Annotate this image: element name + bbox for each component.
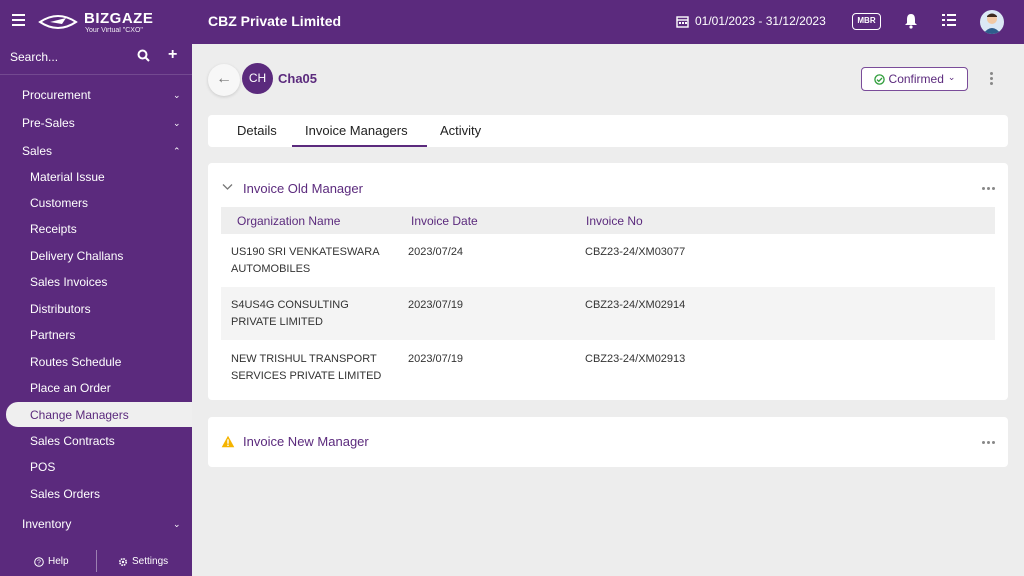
org-name-cell: US190 SRI VENKATESWARA AUTOMOBILES	[231, 246, 379, 275]
sidebar-item-customers[interactable]: Customers	[30, 196, 89, 210]
warning-icon	[221, 435, 235, 448]
help-icon: ?	[34, 556, 44, 567]
more-options-icon[interactable]	[982, 441, 995, 444]
sidebar-item-pre-sales[interactable]: Pre-Sales	[22, 116, 75, 130]
invoice-date-cell: 2023/07/19	[408, 299, 464, 311]
invoice-date-cell: 2023/07/24	[408, 246, 464, 258]
brand-name: BIZGAZE	[84, 10, 154, 27]
divider	[0, 74, 192, 75]
svg-text:?: ?	[37, 559, 41, 566]
chevron-up-icon[interactable]: ⌃	[173, 146, 181, 156]
chevron-down-icon: ⌄	[947, 72, 956, 82]
tab-invoice-managers[interactable]: Invoice Managers	[305, 123, 408, 138]
sidebar-search-input[interactable]: Search...	[10, 50, 59, 64]
sidebar-item-material-issue[interactable]: Material Issue	[30, 170, 105, 184]
arrow-left-icon: ←	[216, 70, 232, 87]
column-header[interactable]: Invoice Date	[411, 214, 478, 228]
tab-details[interactable]: Details	[237, 123, 277, 138]
more-options-icon[interactable]	[982, 187, 995, 190]
mbr-badge[interactable]: MBR	[852, 13, 881, 30]
column-header[interactable]: Organization Name	[237, 214, 341, 228]
add-icon[interactable]: +	[168, 46, 178, 63]
sidebar-item-sales[interactable]: Sales	[22, 144, 53, 158]
active-item-highlight	[6, 402, 192, 427]
sidebar-item-procurement[interactable]: Procurement	[22, 88, 91, 102]
gear-icon	[118, 557, 128, 566]
settings-link[interactable]: Settings	[118, 556, 168, 567]
sidebar-item-sales-orders[interactable]: Sales Orders	[30, 487, 101, 501]
help-label: Help	[48, 556, 69, 567]
logo-mark-icon	[38, 15, 78, 29]
bell-icon[interactable]	[904, 13, 918, 29]
date-range-picker[interactable]: 01/01/2023 - 31/12/2023	[676, 14, 826, 28]
sidebar-item-sales-invoices[interactable]: Sales Invoices	[30, 275, 108, 289]
chevron-down-icon[interactable]	[222, 183, 233, 191]
invoice-no-cell: CBZ23-24/XM02914	[585, 299, 686, 311]
chevron-down-icon[interactable]: ⌄	[173, 90, 181, 100]
sidebar-item-sales-contracts[interactable]: Sales Contracts	[30, 434, 115, 448]
user-icon	[983, 13, 1001, 34]
invoice-date-cell: 2023/07/19	[408, 353, 464, 365]
sidebar-item-change-managers[interactable]: Change Managers	[30, 408, 129, 422]
chevron-down-icon[interactable]: ⌄	[173, 519, 181, 529]
menu-icon[interactable]	[12, 14, 25, 28]
sidebar: Search... + Procurement ⌄ Pre-Sales ⌄ Sa…	[0, 44, 192, 576]
old-manager-title[interactable]: Invoice Old Manager	[243, 181, 363, 196]
sidebar-item-pos[interactable]: POS	[30, 460, 56, 474]
check-circle-icon	[873, 73, 885, 85]
sidebar-footer: ? Help Settings	[0, 548, 192, 576]
search-icon[interactable]	[137, 49, 150, 62]
calendar-icon	[676, 15, 689, 28]
user-avatar[interactable]	[980, 10, 1004, 34]
tab-activity[interactable]: Activity	[440, 123, 482, 138]
status-label: Confirmed	[888, 72, 944, 86]
table-row[interactable]: US190 SRI VENKATESWARA AUTOMOBILES 2023/…	[221, 234, 995, 287]
sidebar-item-inventory[interactable]: Inventory	[22, 517, 72, 531]
help-link[interactable]: ? Help	[34, 556, 69, 567]
record-name: Cha05	[278, 71, 318, 86]
tab-bar: Details Invoice Managers Activity	[208, 115, 1008, 147]
sidebar-item-delivery-challans[interactable]: Delivery Challans	[30, 249, 124, 263]
list-icon[interactable]	[942, 13, 956, 27]
table-row[interactable]: S4US4G CONSULTING PRIVATE LIMITED 2023/0…	[221, 287, 995, 340]
top-bar: BIZGAZE Your Virtual "CXO" CBZ Private L…	[0, 0, 1024, 44]
org-name-cell: S4US4G CONSULTING PRIVATE LIMITED	[231, 299, 349, 328]
back-button[interactable]: ←	[208, 64, 240, 96]
invoice-no-cell: CBZ23-24/XM02913	[585, 353, 686, 365]
active-tab-indicator	[292, 145, 427, 147]
invoice-no-cell: CBZ23-24/XM03077	[585, 246, 686, 258]
org-name-cell: NEW TRISHUL TRANSPORT SERVICES PRIVATE L…	[231, 353, 382, 382]
settings-label: Settings	[132, 556, 169, 567]
sidebar-item-receipts[interactable]: Receipts	[30, 222, 77, 236]
sidebar-item-place-an-order[interactable]: Place an Order	[30, 381, 111, 395]
sidebar-item-partners[interactable]: Partners	[30, 328, 76, 342]
record-avatar: CH	[242, 63, 273, 94]
date-range-text: 01/01/2023 - 31/12/2023	[695, 14, 826, 28]
chevron-down-icon[interactable]: ⌄	[173, 118, 181, 128]
divider	[96, 550, 97, 572]
column-header[interactable]: Invoice No	[586, 214, 643, 228]
brand-tagline: Your Virtual "CXO"	[85, 27, 143, 34]
old-manager-card: Invoice Old Manager Organization Name In…	[208, 163, 1008, 400]
table-row[interactable]: NEW TRISHUL TRANSPORT SERVICES PRIVATE L…	[221, 341, 995, 394]
new-manager-card: Invoice New Manager	[208, 417, 1008, 467]
table-header: Organization Name Invoice Date Invoice N…	[221, 207, 995, 234]
more-options-icon[interactable]	[990, 72, 994, 87]
sidebar-item-routes-schedule[interactable]: Routes Schedule	[30, 355, 122, 369]
sidebar-item-distributors[interactable]: Distributors	[30, 302, 91, 316]
company-name[interactable]: CBZ Private Limited	[208, 13, 342, 29]
status-dropdown[interactable]: Confirmed ⌄	[861, 67, 968, 91]
new-manager-title[interactable]: Invoice New Manager	[243, 434, 369, 449]
